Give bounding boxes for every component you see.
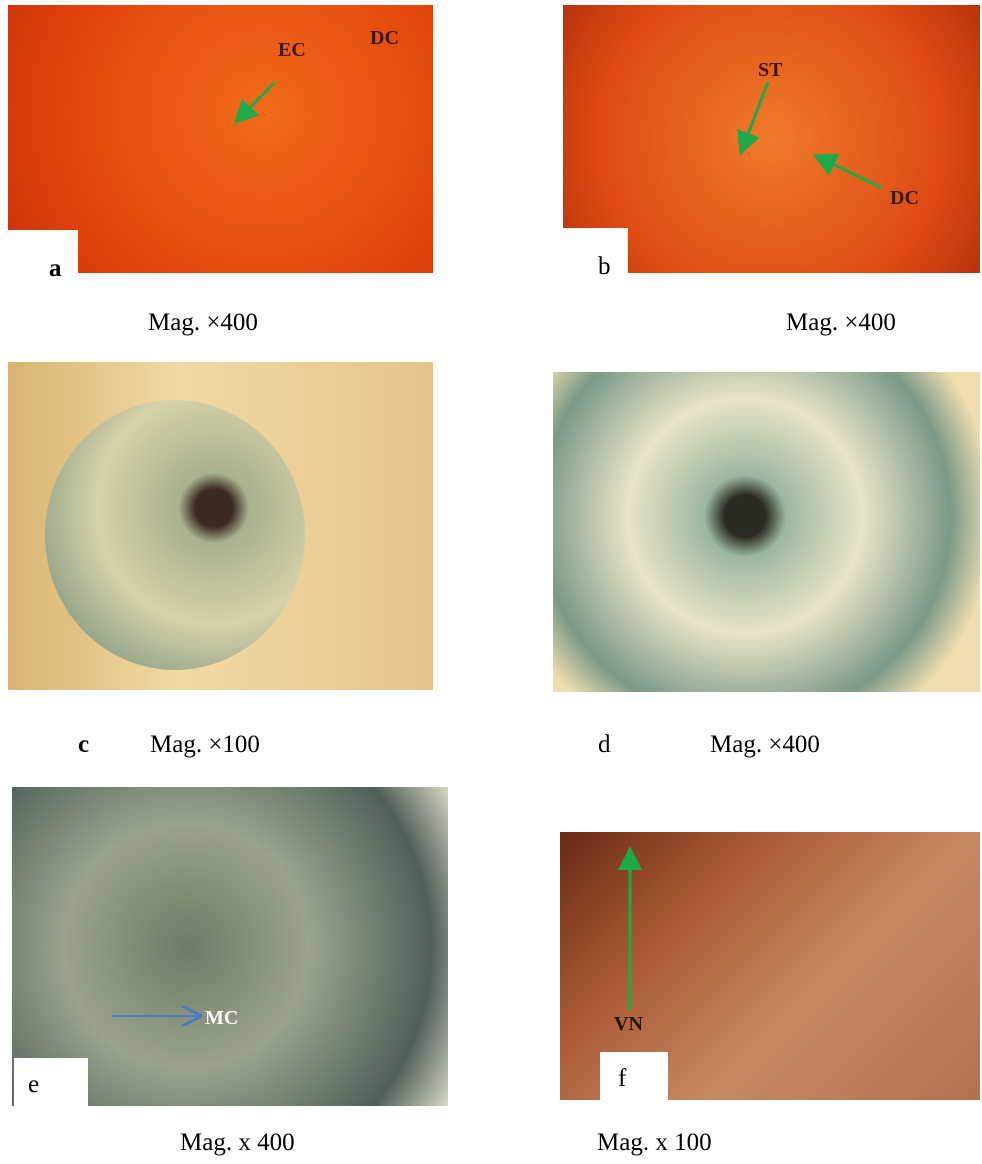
caption: Mag. ×400 [786,310,896,335]
arrows [0,0,982,1164]
annotation: EC [278,40,306,60]
caption: Mag. ×100 [150,732,260,757]
panel-label: a [49,256,62,281]
panel-label: f [618,1066,626,1091]
annotation: ST [758,60,782,80]
panel-label: e [28,1072,39,1097]
annotation: MC [205,1008,238,1028]
caption: Mag. ×400 [710,732,820,757]
caption: Mag. x 100 [597,1130,712,1155]
panel-label: d [598,732,611,757]
panel-label: b [598,254,611,279]
caption: Mag. ×400 [148,310,258,335]
panel-label: c [78,732,89,757]
figure: EC DC ST DC MC VN a b c d e f Mag. ×400 … [0,0,982,1164]
arrow [742,82,768,150]
arrow [238,82,275,120]
caption: Mag. x 400 [180,1130,295,1155]
arrow [818,157,882,188]
annotation: DC [370,28,399,48]
annotation: DC [890,188,919,208]
annotation: VN [614,1014,643,1034]
